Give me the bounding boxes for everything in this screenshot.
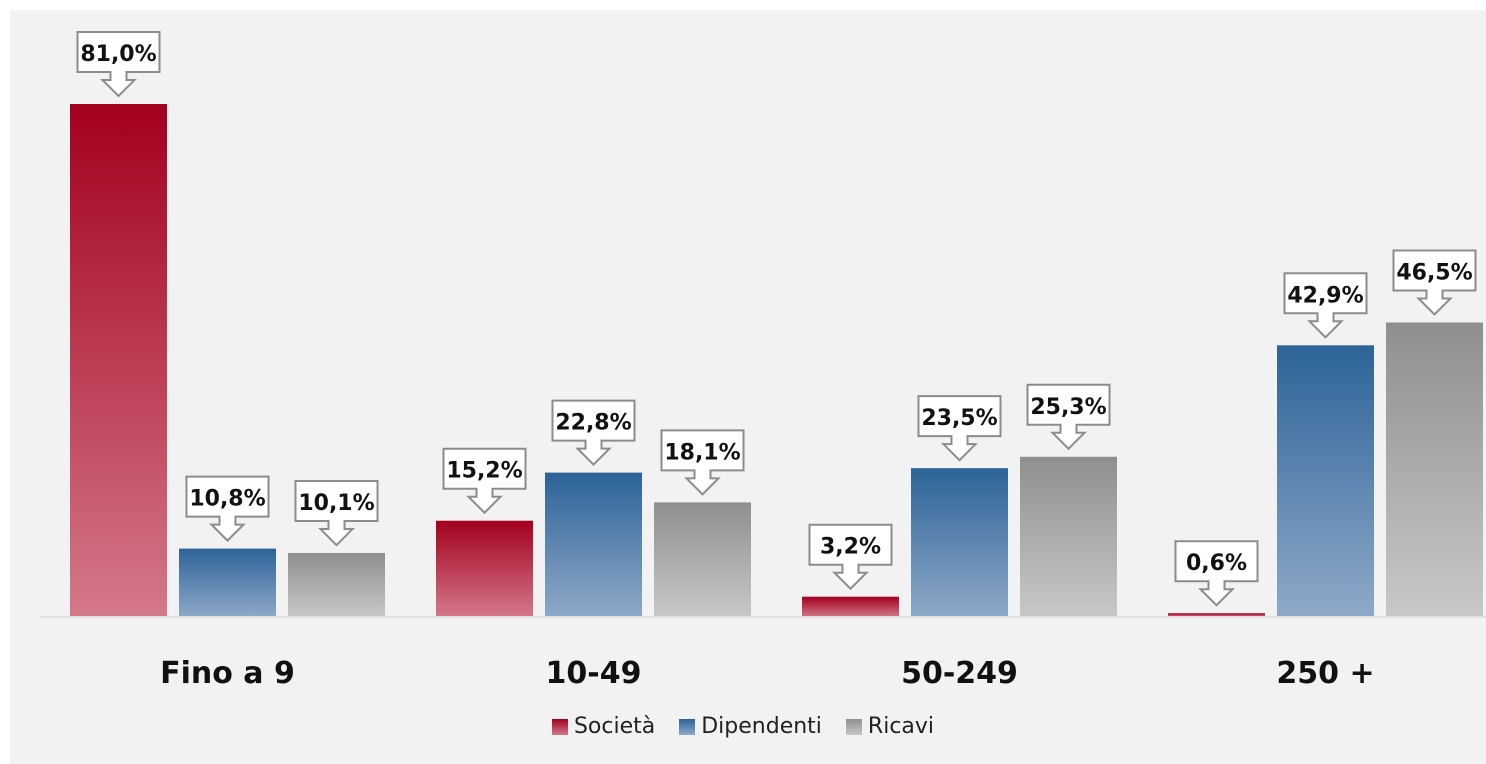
data-label-callout bbox=[917, 395, 1002, 462]
legend: Società Dipendenti Ricavi bbox=[0, 714, 1486, 739]
legend-label-dipendenti: Dipendenti bbox=[701, 714, 822, 739]
data-label: 3,2% bbox=[820, 535, 881, 560]
data-label: 0,6% bbox=[1186, 551, 1247, 576]
data-label-callout bbox=[660, 429, 745, 496]
chart-background bbox=[10, 10, 1486, 764]
data-label: 42,9% bbox=[1287, 283, 1363, 308]
data-label-callout bbox=[294, 480, 379, 547]
legend-swatch-dipendenti bbox=[679, 718, 696, 735]
bar-ricavi-fino-a-9 bbox=[288, 553, 385, 617]
bar-ricavi-50-249 bbox=[1020, 456, 1117, 617]
data-label: 15,2% bbox=[446, 459, 522, 484]
data-label: 23,5% bbox=[921, 406, 997, 431]
data-label: 46,5% bbox=[1396, 261, 1472, 286]
bar-societa-50-249 bbox=[802, 596, 899, 617]
legend-item-dipendenti: Dipendenti bbox=[679, 714, 822, 739]
legend-label-societa: Società bbox=[573, 714, 656, 739]
legend-item-societa: Società bbox=[551, 714, 656, 739]
bar-societa-fino-a-9 bbox=[70, 104, 167, 617]
data-label-callout bbox=[1283, 272, 1368, 339]
legend-swatch-ricavi bbox=[845, 718, 862, 735]
category-label-250-: 250 + bbox=[1276, 656, 1374, 691]
legend-swatch-societa bbox=[551, 718, 568, 735]
bar-societa-10-49 bbox=[436, 520, 533, 617]
category-label-10-49: 10-49 bbox=[546, 656, 642, 691]
data-label-callout bbox=[442, 447, 527, 515]
legend-item-ricavi: Ricavi bbox=[845, 714, 935, 739]
data-label-callout bbox=[551, 399, 636, 467]
data-label-callout bbox=[76, 31, 161, 98]
bar-ricavi-250- bbox=[1386, 322, 1483, 617]
bar-dipendenti-250- bbox=[1277, 345, 1374, 617]
bar-dipendenti-10-49 bbox=[545, 472, 642, 617]
bar-dipendenti-50-249 bbox=[911, 468, 1008, 617]
data-label: 18,1% bbox=[664, 440, 740, 465]
data-label-callout bbox=[185, 475, 270, 543]
data-label: 25,3% bbox=[1030, 395, 1106, 420]
data-label: 22,8% bbox=[555, 411, 631, 436]
bar-societa-250- bbox=[1168, 613, 1265, 617]
bar-ricavi-10-49 bbox=[654, 502, 751, 617]
legend-label-ricavi: Ricavi bbox=[867, 714, 935, 739]
data-label: 81,0% bbox=[80, 42, 156, 67]
data-label: 10,8% bbox=[189, 487, 265, 512]
data-label: 10,1% bbox=[298, 491, 374, 516]
bar-dipendenti-fino-a-9 bbox=[179, 548, 276, 617]
data-label-callout bbox=[1026, 383, 1111, 451]
category-label-fino-a-9: Fino a 9 bbox=[160, 656, 295, 691]
category-label-50-249: 50-249 bbox=[901, 656, 1018, 691]
data-label-callout bbox=[1174, 540, 1259, 607]
data-label-callout bbox=[1392, 249, 1477, 316]
data-label-callout bbox=[808, 523, 893, 591]
